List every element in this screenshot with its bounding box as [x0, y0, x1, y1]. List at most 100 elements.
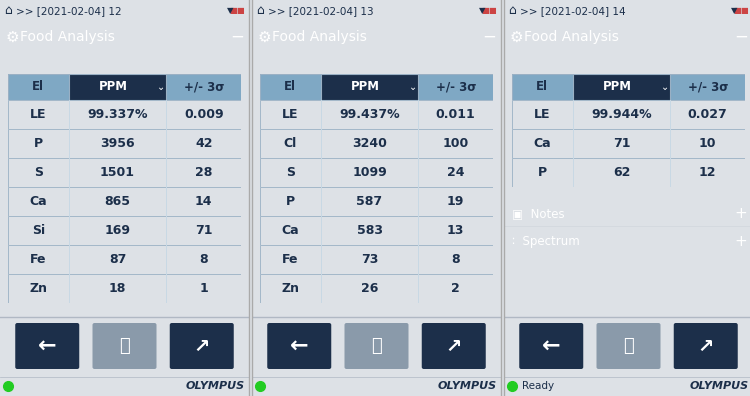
FancyBboxPatch shape	[15, 323, 80, 369]
Text: ⌂: ⌂	[256, 4, 264, 17]
Text: 73: 73	[361, 253, 378, 266]
Text: 87: 87	[109, 253, 126, 266]
Text: Food Analysis: Food Analysis	[272, 30, 367, 44]
Text: PPM: PPM	[99, 80, 128, 93]
Text: LE: LE	[534, 108, 550, 121]
Text: P: P	[538, 166, 547, 179]
Text: 12: 12	[699, 166, 716, 179]
Text: 99.337%: 99.337%	[87, 108, 148, 121]
Text: El: El	[32, 80, 44, 93]
FancyBboxPatch shape	[674, 323, 738, 369]
Text: Ca: Ca	[29, 195, 47, 208]
Text: ⎙: ⎙	[623, 337, 634, 355]
Text: ←: ←	[542, 336, 560, 356]
Text: 8: 8	[200, 253, 208, 266]
Text: ▼: ▼	[730, 6, 737, 15]
Text: ⌄: ⌄	[410, 82, 418, 92]
Bar	[572, 74, 670, 100]
Text: 28: 28	[195, 166, 212, 179]
Text: ⚙: ⚙	[510, 29, 524, 44]
Text: ⎙: ⎙	[371, 337, 382, 355]
Text: 26: 26	[361, 282, 378, 295]
FancyBboxPatch shape	[267, 323, 332, 369]
Text: El: El	[536, 80, 548, 93]
Text: Zn: Zn	[29, 282, 47, 295]
Text: ▼: ▼	[478, 6, 485, 15]
Text: ∶  Spectrum: ∶ Spectrum	[512, 236, 580, 249]
Bar	[8, 74, 68, 100]
FancyBboxPatch shape	[519, 323, 584, 369]
Text: PPM: PPM	[351, 80, 380, 93]
Text: 1099: 1099	[352, 166, 387, 179]
Bar	[68, 74, 166, 100]
Text: >> [2021-02-04] 12: >> [2021-02-04] 12	[16, 6, 122, 16]
Text: Food Analysis: Food Analysis	[20, 30, 115, 44]
Text: 8: 8	[452, 253, 460, 266]
Text: ⌄: ⌄	[662, 82, 670, 92]
Text: 14: 14	[195, 195, 212, 208]
Text: OLYMPUS: OLYMPUS	[690, 381, 749, 391]
Text: 71: 71	[195, 224, 212, 237]
Text: −: −	[230, 28, 244, 46]
Text: PPM: PPM	[603, 80, 632, 93]
Text: El: El	[284, 80, 296, 93]
Text: 13: 13	[447, 224, 464, 237]
Bar	[166, 74, 241, 100]
Text: +/- 3σ: +/- 3σ	[688, 80, 728, 93]
Text: LE: LE	[282, 108, 298, 121]
Text: P: P	[286, 195, 295, 208]
Text: ■■: ■■	[734, 6, 749, 15]
Text: LE: LE	[30, 108, 46, 121]
Text: −: −	[482, 28, 496, 46]
Text: 10: 10	[699, 137, 716, 150]
Bar	[670, 74, 745, 100]
FancyBboxPatch shape	[170, 323, 234, 369]
Text: 19: 19	[447, 195, 464, 208]
Text: Ready: Ready	[522, 381, 554, 391]
Text: 865: 865	[104, 195, 130, 208]
Text: +/- 3σ: +/- 3σ	[436, 80, 476, 93]
FancyBboxPatch shape	[92, 323, 157, 369]
Text: 100: 100	[442, 137, 469, 150]
Text: >> [2021-02-04] 14: >> [2021-02-04] 14	[520, 6, 626, 16]
Text: 71: 71	[613, 137, 630, 150]
Text: >> [2021-02-04] 13: >> [2021-02-04] 13	[268, 6, 374, 16]
Text: Si: Si	[32, 224, 45, 237]
Text: OLYMPUS: OLYMPUS	[438, 381, 497, 391]
Text: Fe: Fe	[282, 253, 298, 266]
Text: 99.944%: 99.944%	[591, 108, 652, 121]
Text: 62: 62	[613, 166, 630, 179]
Text: 2: 2	[452, 282, 460, 295]
Text: ⚙: ⚙	[6, 29, 20, 44]
Text: ↗: ↗	[698, 337, 714, 356]
FancyBboxPatch shape	[422, 323, 486, 369]
Text: 3240: 3240	[352, 137, 387, 150]
Text: S: S	[34, 166, 43, 179]
Text: ▣  Notes: ▣ Notes	[512, 208, 565, 221]
Text: ■■: ■■	[230, 6, 245, 15]
Bar	[419, 74, 493, 100]
Text: OLYMPUS: OLYMPUS	[186, 381, 245, 391]
Text: ←: ←	[290, 336, 308, 356]
Text: Food Analysis: Food Analysis	[524, 30, 619, 44]
Text: 18: 18	[109, 282, 126, 295]
Text: 0.011: 0.011	[436, 108, 476, 121]
Bar	[512, 74, 572, 100]
Text: ↗: ↗	[194, 337, 210, 356]
Text: Fe: Fe	[30, 253, 46, 266]
Text: P: P	[34, 137, 43, 150]
Text: 1: 1	[200, 282, 208, 295]
Text: Cl: Cl	[284, 137, 297, 150]
Text: 0.027: 0.027	[688, 108, 728, 121]
Text: ■■: ■■	[482, 6, 497, 15]
Bar	[260, 74, 320, 100]
Text: +: +	[734, 234, 747, 249]
Text: ←: ←	[38, 336, 56, 356]
Text: ▼: ▼	[226, 6, 233, 15]
Text: 3956: 3956	[100, 137, 135, 150]
Text: 24: 24	[447, 166, 464, 179]
Text: 587: 587	[356, 195, 382, 208]
Text: 42: 42	[195, 137, 212, 150]
Text: S: S	[286, 166, 295, 179]
Text: ⌄: ⌄	[158, 82, 166, 92]
